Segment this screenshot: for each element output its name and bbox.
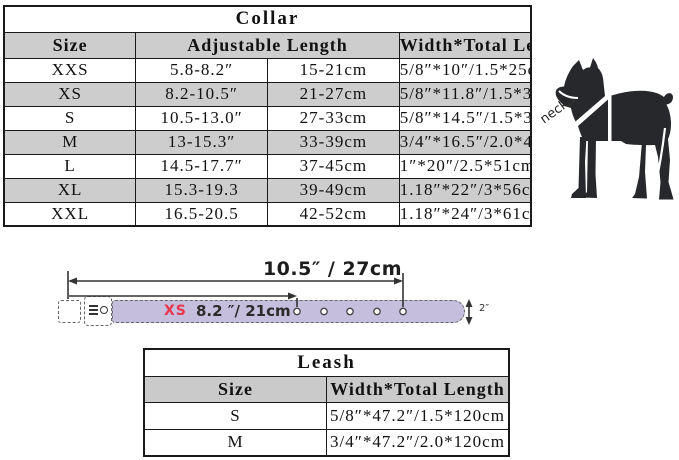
collar-header-size: Size [3, 31, 137, 59]
buckle-ring-icon [100, 306, 108, 314]
collar-strap [112, 300, 465, 323]
collar-table-title-row: Collar [3, 5, 532, 33]
table-row: M 13-15.3″ 33-39cm 3/4″*16.5″/2.0*42cm [3, 129, 532, 155]
cell-size: S [143, 401, 327, 430]
cell-width-total: 5/8″*47.2″/1.5*120cm [326, 401, 510, 430]
dog-silhouette-figure: neck [538, 58, 674, 200]
buckle-adjuster-icon [89, 313, 98, 315]
leash-header-size: Size [143, 375, 327, 403]
leash-table-header-row: Size Width*Total Length [143, 375, 510, 403]
cell-size: XS [3, 81, 137, 107]
collar-size-label: XS [164, 303, 187, 319]
table-row: S 10.5-13.0″ 27-33cm 5/8″*14.5″/1.5*37cm [3, 105, 532, 131]
collar-table-header-row: Size Adjustable Length Width*Total Lengt… [3, 31, 532, 59]
dog-front-leg [582, 138, 597, 198]
table-row: L 14.5-17.7″ 37-45cm 1″*20″/2.5*51cm [3, 153, 532, 179]
cell-size: XXS [3, 57, 137, 83]
cell-size: XXL [3, 201, 137, 227]
neck-pointer-line [567, 99, 576, 107]
cell-cm: 39-49cm [267, 177, 400, 203]
table-row: XXL 16.5-20.5 42-52cm 1.18″*24″/3*61cm [3, 201, 532, 227]
cell-cm: 21-27cm [267, 81, 400, 107]
cell-inches: 5.8-8.2″ [135, 57, 268, 83]
collar-buckle [84, 296, 112, 326]
cell-inches: 10.5-13.0″ [135, 105, 268, 131]
table-row: XS 8.2-10.5″ 21-27cm 5/8″*11.8″/1.5*30cm [3, 81, 532, 107]
cell-inches: 15.3-19.3 [135, 177, 268, 203]
collar-end-width-label: 2″ [479, 303, 490, 314]
collar-size-table: Collar Size Adjustable Length Width*Tota… [3, 5, 532, 227]
dog-hind-leg [632, 142, 647, 199]
table-row: XXS 5.8-8.2″ 15-21cm 5/8″*10″/1.5*25cm [3, 57, 532, 83]
cell-width-total: 3/4″*16.5″/2.0*42cm [398, 129, 532, 155]
cell-inches: 13-15.3″ [135, 129, 268, 155]
cell-size: L [3, 153, 137, 179]
buckle-adjuster-icon [89, 305, 98, 307]
cell-size: M [3, 129, 137, 155]
collar-header-width-total-length: Width*Total Length [398, 31, 532, 59]
buckle-adjuster-icon [89, 309, 98, 311]
cell-cm: 15-21cm [267, 57, 400, 83]
cell-width-total: 1.18″*24″/3*61cm [398, 201, 532, 227]
collar-header-adjustable-length: Adjustable Length [135, 31, 400, 59]
leash-header-width-total-length: Width*Total Length [326, 375, 510, 403]
leash-table-title: Leash [143, 348, 510, 377]
cell-cm: 37-45cm [267, 153, 400, 179]
collar-total-length-label: 10.5″ / 27cm [262, 258, 402, 280]
cell-width-total: 5/8″*10″/1.5*25cm [398, 57, 532, 83]
cell-inches: 8.2-10.5″ [135, 81, 268, 107]
leash-size-table: Leash Size Width*Total Length S 5/8″*47.… [143, 348, 510, 457]
leash-table-title-row: Leash [143, 348, 510, 377]
cell-size: M [143, 428, 327, 457]
collar-table-title: Collar [3, 5, 532, 33]
table-row: XL 15.3-19.3 39-49cm 1.18″*22″/3*56cm [3, 177, 532, 203]
cell-width-total: 1″*20″/2.5*51cm [398, 153, 532, 179]
dog-rump-highlight [652, 127, 667, 193]
table-row: S 5/8″*47.2″/1.5*120cm [143, 401, 510, 430]
cell-cm: 33-39cm [267, 129, 400, 155]
cell-inches: 16.5-20.5 [135, 201, 268, 227]
dog-cheek-highlight [558, 90, 579, 99]
cell-width-total: 5/8″*11.8″/1.5*30cm [398, 81, 532, 107]
table-row: M 3/4″*47.2″/2.0*120cm [143, 428, 510, 457]
dog-front-leg [571, 137, 587, 198]
cell-cm: 27-33cm [267, 105, 400, 131]
cell-size: S [3, 105, 137, 131]
cell-inches: 14.5-17.7″ [135, 153, 268, 179]
cell-cm: 42-52cm [267, 201, 400, 227]
collar-buckle-loop [58, 300, 81, 323]
collar-adjustable-length-label: 8.2 ″/ 21cm [196, 302, 291, 320]
dog-chest-shape [578, 99, 608, 141]
cell-width-total: 5/8″*14.5″/1.5*37cm [398, 105, 532, 131]
cell-size: XL [3, 177, 137, 203]
cell-width-total: 1.18″*22″/3*56cm [398, 177, 532, 203]
dog-body-shape [611, 90, 674, 200]
cell-width-total: 3/4″*47.2″/2.0*120cm [326, 428, 510, 457]
